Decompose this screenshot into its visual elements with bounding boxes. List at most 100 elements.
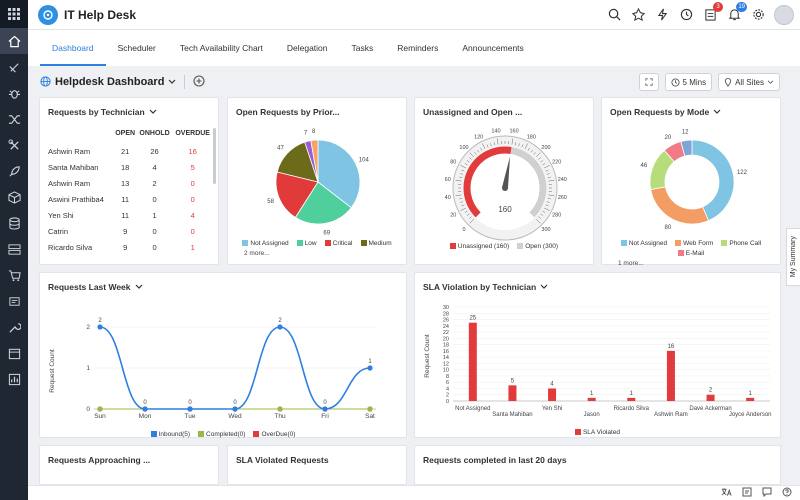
tab-tech-availability[interactable]: Tech Availability Chart	[179, 43, 263, 53]
bell-icon[interactable]: 19	[726, 1, 747, 23]
add-widget-icon[interactable]	[193, 75, 205, 89]
tab-announcements[interactable]: Announcements	[462, 43, 524, 53]
x-tick-label: Fri	[321, 413, 329, 420]
sla-violation-widget: SLA Violation by Technician 0 2 4 6 8 10 12 14 1…	[414, 272, 781, 438]
table-cell: Ashwin Ram	[48, 178, 91, 188]
database-icon[interactable]	[0, 210, 28, 236]
ticket-icon[interactable]	[0, 54, 28, 80]
contract-icon[interactable]	[0, 288, 28, 314]
point-label: 0	[233, 400, 237, 406]
table-cell: 0	[190, 178, 195, 188]
tab-tasks[interactable]: Tasks	[351, 43, 374, 53]
user-avatar[interactable]	[774, 4, 794, 25]
reports-icon[interactable]	[0, 366, 28, 392]
legend-item[interactable]: E-Mail	[677, 250, 704, 257]
tools-icon[interactable]	[0, 132, 28, 158]
tasks-icon[interactable]: 3	[702, 1, 723, 23]
legend-item[interactable]: Completed(0)	[198, 431, 245, 438]
bug-icon[interactable]	[0, 80, 28, 106]
help-icon[interactable]	[782, 487, 792, 499]
table-row[interactable]: Aswini Prathiba4 11 0 0	[48, 191, 213, 207]
legend-more-link[interactable]: 2 more...	[244, 250, 270, 257]
legend-item[interactable]: Critical	[324, 240, 353, 247]
legend-item[interactable]: Unassigned (160)	[449, 243, 509, 250]
calendar-icon[interactable]	[0, 340, 28, 366]
table-row[interactable]: Ashwin Ram 13 2 0	[48, 175, 213, 191]
lightning-icon[interactable]	[654, 7, 670, 23]
chevron-down-icon[interactable]	[149, 109, 157, 115]
gauge-tick-label: 200	[541, 145, 550, 151]
chat-icon[interactable]	[762, 487, 772, 499]
legend-more-link[interactable]: 1 more...	[618, 260, 644, 267]
server-icon[interactable]	[0, 236, 28, 262]
search-icon[interactable]	[606, 7, 622, 23]
table-scrollbar[interactable]	[213, 128, 216, 184]
chevron-down-icon[interactable]	[135, 284, 143, 290]
table-cell: 26	[150, 146, 159, 156]
y-tick-label: 6	[446, 380, 449, 386]
gear-icon[interactable]	[750, 7, 766, 23]
gauge-hub	[502, 185, 508, 191]
dashboard-selector[interactable]: Helpdesk Dashboard	[55, 76, 165, 88]
translate-icon[interactable]	[721, 487, 732, 499]
tab-delegation[interactable]: Delegation	[286, 43, 328, 53]
home-icon[interactable]	[0, 28, 28, 54]
history-icon[interactable]	[678, 7, 694, 23]
quick-create-icon[interactable]	[630, 7, 646, 23]
legend-item[interactable]: Medium	[360, 240, 392, 247]
table-row[interactable]: Yen Shi 11 1 4	[48, 207, 213, 223]
x-tick-label: Not Assigned	[455, 406, 490, 412]
chevron-down-icon[interactable]	[168, 78, 176, 87]
gauge-tick-label: 280	[552, 212, 561, 218]
gauge-tick	[546, 201, 550, 203]
wrench-icon[interactable]	[0, 314, 28, 340]
legend-item[interactable]: Low	[296, 240, 317, 247]
cube-icon[interactable]	[0, 184, 28, 210]
table-row[interactable]: Catrin 9 0 0	[48, 223, 213, 239]
bar-value-label: 1	[590, 391, 594, 397]
chevron-down-icon[interactable]	[540, 284, 548, 290]
refresh-interval-select[interactable]: 5 Mins	[664, 73, 713, 91]
gauge-tick-label: 100	[459, 145, 468, 151]
table-cell: 5	[190, 162, 195, 172]
tab-dashboard[interactable]: Dashboard	[40, 30, 106, 66]
cart-icon[interactable]	[0, 262, 28, 288]
legend-item[interactable]: Inbound(5)	[150, 431, 190, 438]
sla-violated-requests-widget: SLA Violated Requests	[227, 445, 407, 485]
gauge-tick	[459, 176, 463, 178]
legend-item[interactable]: Web Form	[675, 240, 713, 247]
table-row[interactable]: Ashwin Ram 21 26 16	[48, 143, 213, 159]
legend-item[interactable]: Phone Call	[721, 240, 761, 247]
legend-item[interactable]: Not Assigned	[242, 240, 289, 247]
data-point	[367, 406, 373, 412]
table-cell: 2	[152, 178, 157, 188]
gauge-tick	[461, 204, 465, 207]
point-label: 2	[98, 318, 102, 324]
site-select[interactable]: All Sites	[718, 73, 780, 91]
shuffle-icon[interactable]	[0, 106, 28, 132]
gauge-value-label: 160	[498, 205, 512, 214]
legend-item[interactable]: SLA Violated	[574, 429, 620, 436]
gauge-tick	[547, 176, 551, 178]
table-cell: 4	[190, 210, 195, 220]
legend-item[interactable]: OverDue(0)	[253, 431, 295, 438]
fullscreen-button[interactable]	[638, 73, 659, 91]
table-row[interactable]: Ricardo Silva 9 0 1	[48, 239, 213, 255]
y-tick-label: 1	[86, 365, 90, 372]
legend-item[interactable]: Not Assigned	[620, 240, 667, 247]
data-point	[187, 406, 193, 412]
gauge-tick	[530, 149, 533, 153]
rocket-icon[interactable]	[0, 158, 28, 184]
apps-grid-icon[interactable]	[0, 0, 28, 28]
tab-reminders[interactable]: Reminders	[397, 43, 439, 53]
my-summary-tab[interactable]: My Summary	[786, 228, 800, 286]
gauge-tick	[469, 218, 475, 224]
table-row[interactable]: Santa Mahiban 18 4 5	[48, 159, 213, 175]
x-tick-label: Jason	[584, 412, 600, 418]
notes-icon[interactable]	[742, 487, 752, 499]
chevron-down-icon[interactable]	[713, 109, 721, 115]
legend-item[interactable]: Open (300)	[517, 243, 558, 250]
tab-scheduler[interactable]: Scheduler	[117, 43, 156, 53]
gauge-tick	[469, 152, 475, 158]
gauge-tick	[538, 157, 541, 160]
